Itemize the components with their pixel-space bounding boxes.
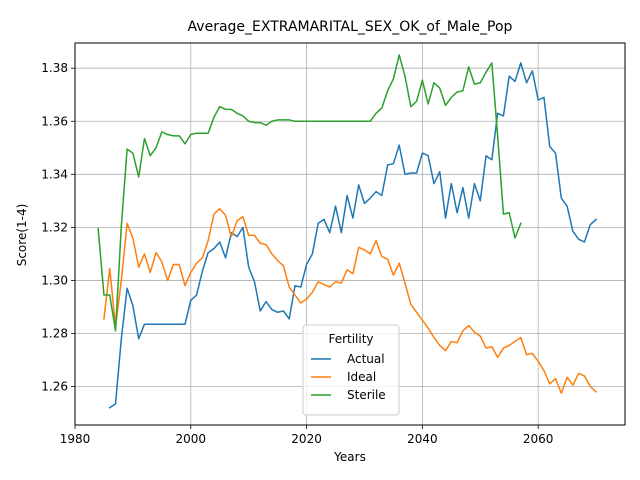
legend: Fertility Actual Ideal Sterile xyxy=(302,324,400,416)
legend-label-actual: Actual xyxy=(347,352,385,366)
y-tick-label: 1.36 xyxy=(41,114,68,128)
x-axis-label: Years xyxy=(333,450,366,464)
plot-frame xyxy=(74,42,626,426)
x-tick-label: 1980 xyxy=(60,432,91,446)
series-line-sterile xyxy=(97,54,522,332)
series-lines xyxy=(97,54,598,409)
axis-ticks: 1980 2000 2020 2040 2060 1.26 1.28 1.30 1.32 1.34… xyxy=(41,61,553,446)
chart-title: Average_EXTRAMARITAL_SEX_OK_of_Male_Pop xyxy=(188,19,513,35)
legend-label-sterile: Sterile xyxy=(347,388,386,402)
y-tick-label: 1.38 xyxy=(41,61,68,75)
y-tick-label: 1.32 xyxy=(41,220,68,234)
legend-label-ideal: Ideal xyxy=(347,370,376,384)
legend-title: Fertility xyxy=(328,332,373,346)
x-tick-label: 2000 xyxy=(176,432,207,446)
x-tick-label: 2040 xyxy=(407,432,438,446)
legend-box xyxy=(302,324,400,416)
y-tick-label: 1.34 xyxy=(41,167,68,181)
x-tick-label: 2060 xyxy=(523,432,554,446)
x-tick-label: 2020 xyxy=(291,432,322,446)
series-line-ideal xyxy=(103,208,598,394)
y-tick-label: 1.28 xyxy=(41,326,68,340)
y-axis-label: Score(1-4) xyxy=(15,204,29,267)
y-tick-label: 1.26 xyxy=(41,380,68,394)
legend-entries: Actual Ideal Sterile xyxy=(311,352,386,402)
series-line-actual xyxy=(108,62,598,409)
y-tick-label: 1.30 xyxy=(41,273,68,287)
